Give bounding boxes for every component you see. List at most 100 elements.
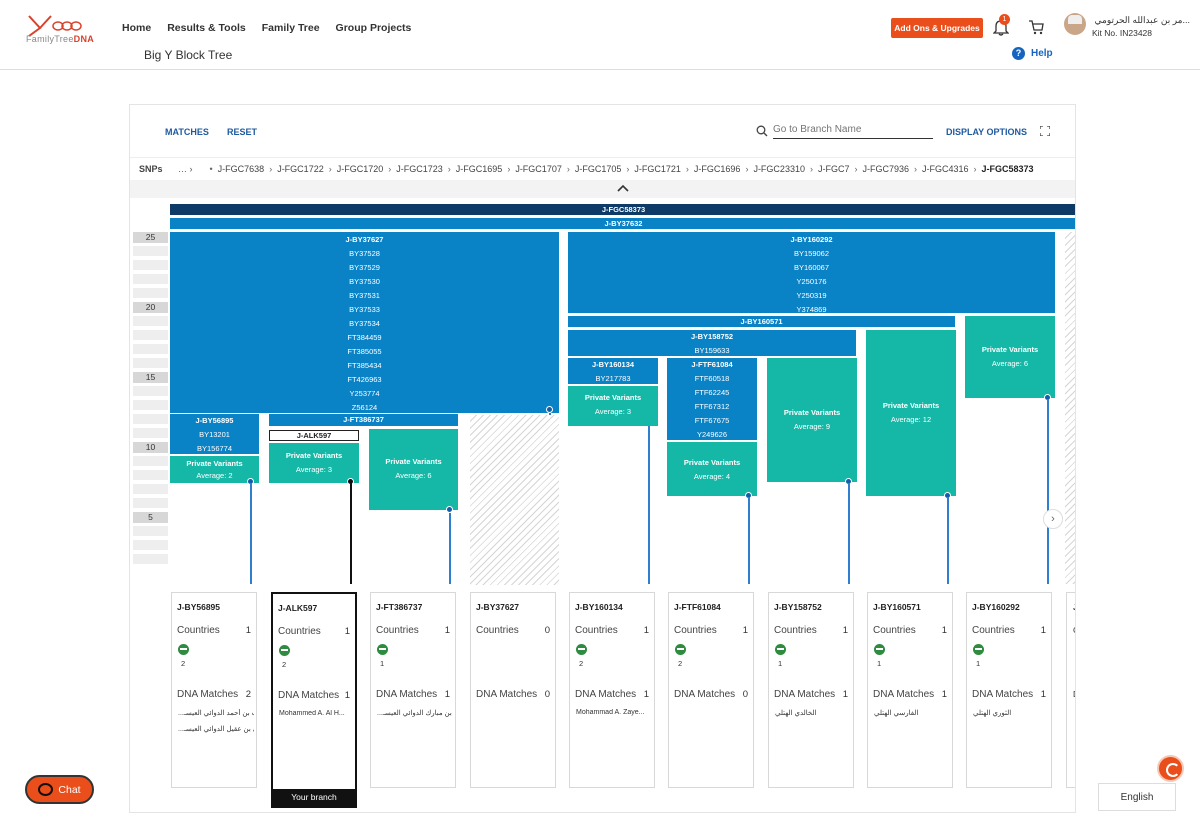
block-by158752[interactable]: J-BY158752 BY159633 [568, 330, 856, 356]
private-variants-by160134[interactable]: Private Variants Average: 3 [568, 386, 658, 426]
private-variants-by160571[interactable]: Private Variants Average: 12 [866, 330, 956, 496]
branch-search-input[interactable] [773, 121, 933, 139]
breadcrumb-item[interactable]: J-FGC58373 [981, 163, 1034, 174]
breadcrumb-expand[interactable]: … › [178, 163, 193, 174]
breadcrumb-item[interactable]: J-FGC1705 [574, 163, 622, 174]
display-options-button[interactable]: DISPLAY OPTIONS [946, 127, 1028, 137]
dna-matches-count: 1 [444, 689, 450, 700]
help-link[interactable]: ? Help [1012, 47, 1053, 60]
card-title: J-BY56895 [177, 602, 221, 612]
scale-tick-label: 20 [133, 302, 168, 313]
your-branch-label: Your branch [273, 789, 355, 806]
snp-label: Y249626 [696, 430, 728, 439]
match-name[interactable]: Mohammad A. Zaye... [576, 709, 645, 716]
countries-count: 1 [1040, 625, 1046, 636]
snp-label: FTF60518 [694, 374, 730, 383]
branch-card[interactable]: J-BY37627 Countries 0 DNA Matches 0 [470, 592, 556, 788]
card-title: J-FTF61084 [674, 602, 721, 612]
private-variants-ftf61084[interactable]: Private Variants Average: 4 [667, 442, 757, 496]
branch-card[interactable]: J-BY158752 Countries 1 1 DNA Matches 1 الخالدي… [768, 592, 854, 788]
language-selector[interactable]: English [1098, 783, 1176, 811]
reset-button[interactable]: RESET [227, 127, 258, 137]
match-name[interactable]: Mohammed A. Al H... [279, 710, 345, 717]
snps-label: SNPs [139, 163, 163, 174]
user-name[interactable]: ...مر بن عبدالله الحرتومي [1094, 15, 1191, 25]
pv-average: Average: 9 [793, 422, 831, 431]
main-nav: Home Results & Tools Family Tree Group P… [122, 22, 411, 34]
dna-matches-label: DNA Matches [774, 689, 836, 700]
block-by37627[interactable]: J-BY37627 BY37528 BY37529 BY37530 BY37531 BY3… [170, 232, 559, 413]
branch-node[interactable] [546, 406, 553, 413]
chevron-up-icon[interactable] [617, 184, 629, 192]
block-label: J-BY158752 [690, 332, 734, 341]
accessibility-icon[interactable] [1157, 755, 1184, 782]
block-by37632[interactable]: J-BY37632 [170, 218, 1075, 229]
fullscreen-icon[interactable] [1040, 126, 1050, 136]
snp-label: FTF67675 [694, 416, 730, 425]
block-by160134[interactable]: J-BY160134 BY217783 [568, 358, 658, 384]
nav-home[interactable]: Home [122, 22, 152, 34]
branch-card[interactable]: J-ALK597 Countries 1 2 DNA Matches 1 Mohammed … [271, 592, 357, 808]
block-ft386737[interactable]: J-FT386737 [269, 414, 458, 426]
block-by160292[interactable]: J-BY160292 BY159062 BY160067 Y250176 Y250319… [568, 232, 1055, 314]
breadcrumb-item[interactable]: J-FGC1707 [515, 163, 562, 174]
match-name[interactable]: ...لي بن عقيل الدوائي العيسـ [178, 726, 254, 733]
branch-card[interactable]: J-BY160134 Countries 1 2 DNA Matches 1 Mohamma… [569, 592, 655, 788]
matches-button[interactable]: MATCHES [165, 127, 209, 137]
private-variants-by160292[interactable]: Private Variants Average: 6 [965, 316, 1055, 398]
branch-card[interactable]: J-BY160571 Countries 1 1 DNA Matches 1 الفارسي… [867, 592, 953, 788]
chat-button[interactable]: Chat [25, 775, 94, 804]
breadcrumb-item[interactable]: J-FGC7936 [862, 163, 909, 174]
breadcrumb-item[interactable]: J-FGC1722 [277, 163, 324, 174]
breadcrumb-item[interactable]: J-FGC1723 [396, 163, 443, 174]
match-name[interactable]: ...يت بن أحمد الدوائي العيسـ [178, 710, 254, 717]
snp-label: BY159633 [694, 346, 730, 355]
block-by56895[interactable]: J-BY56895 BY13201 BY156774 [170, 414, 259, 454]
branch-card[interactable]: J-BY56895 Countries 1 2 DNA Matches 2 ...يت بن… [171, 592, 257, 788]
scroll-right-button[interactable]: › [1043, 509, 1063, 529]
nav-results-tools[interactable]: Results & Tools [167, 22, 246, 34]
chevron-right-icon: › [507, 163, 511, 174]
breadcrumb-item[interactable]: J-FGC4316 [922, 163, 969, 174]
private-variants-by56895[interactable]: Private Variants Average: 2 [170, 456, 259, 483]
scale-row [133, 246, 168, 256]
add-ons-upgrades-button[interactable]: Add Ons & Upgrades [891, 18, 983, 38]
match-name[interactable]: الفارسي الهتلي [874, 710, 919, 717]
breadcrumb-item[interactable]: J-FGC1721 [634, 163, 681, 174]
block-alk597[interactable]: J-ALK597 [269, 430, 359, 441]
countries-count: 1 [941, 625, 947, 636]
countries-count: 1 [344, 626, 350, 637]
breadcrumb-item[interactable]: J-FGC23310 [753, 163, 805, 174]
breadcrumb-item[interactable]: J-FGC7 [817, 163, 850, 174]
cart-icon[interactable] [1028, 19, 1044, 35]
breadcrumb-item[interactable]: J-FGC1696 [693, 163, 741, 174]
countries-count: 1 [842, 625, 848, 636]
nav-group-projects[interactable]: Group Projects [335, 22, 412, 34]
branch-node[interactable] [446, 506, 453, 513]
match-name[interactable]: ...ي بن مبارك الدوائي العيسـ [377, 710, 453, 717]
private-variants-by158752[interactable]: Private Variants Average: 9 [767, 358, 857, 482]
breadcrumb-item[interactable]: J-FGC1695 [455, 163, 503, 174]
nav-family-tree[interactable]: Family Tree [261, 22, 320, 34]
collapse-bar[interactable] [130, 180, 1075, 198]
snp-label: BY217783 [595, 374, 631, 383]
card-title: J-BY160292 [972, 602, 1020, 612]
branch-card[interactable]: J-BY160292 Countries 1 1 DNA Matches 1 الثوري … [966, 592, 1052, 788]
block-by160571[interactable]: J-BY160571 [568, 316, 955, 327]
block-ftf61084[interactable]: J-FTF61084 FTF60518 FTF62245 FTF67312 FTF676… [667, 358, 757, 440]
block-label: J-BY37627 [345, 235, 384, 244]
familytreedna-logo[interactable] [26, 12, 96, 42]
branch-card[interactable]: J-FT386737 Countries 1 1 DNA Matches 1 ...ي بن… [370, 592, 456, 788]
match-name[interactable]: الخالدي الهتلي [775, 710, 817, 717]
match-name[interactable]: الثوري الهتلي [973, 710, 1012, 717]
breadcrumb-item[interactable]: J-FGC1720 [336, 163, 384, 174]
scale-row [133, 386, 168, 396]
block-fgc58373[interactable]: J-FGC58373 [170, 204, 1075, 215]
private-variants-ft386737[interactable]: Private Variants Average: 6 [369, 429, 458, 510]
breadcrumb-item[interactable]: J-FGC7638 [217, 163, 265, 174]
branch-card[interactable]: J-FTF61084 Countries 1 2 DNA Matches 0 [668, 592, 754, 788]
user-avatar[interactable] [1064, 13, 1086, 35]
chevron-right-icon: › [745, 163, 749, 174]
branch-card-partial[interactable]: J C D [1066, 592, 1075, 788]
private-variants-alk597[interactable]: Private Variants Average: 3 [269, 443, 359, 483]
